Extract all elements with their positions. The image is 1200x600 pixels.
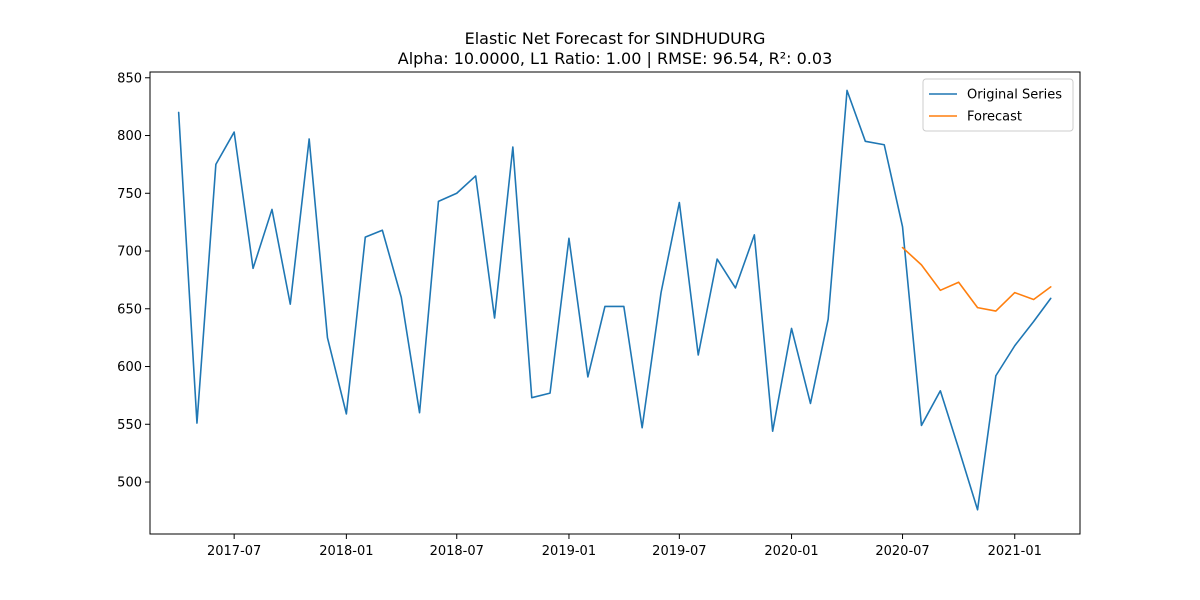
x-tick-label: 2020-07 <box>875 544 929 559</box>
x-tick-label: 2018-01 <box>319 544 373 559</box>
y-tick-label: 800 <box>117 129 142 144</box>
y-tick-label: 600 <box>117 360 142 375</box>
y-tick-label: 500 <box>117 476 142 491</box>
legend-box <box>922 78 1074 132</box>
y-tick-label: 850 <box>117 71 142 86</box>
legend-label: Forecast <box>967 110 1022 125</box>
x-tick-label: 2018-07 <box>430 544 484 559</box>
chart-subtitle: Alpha: 10.0000, L1 Ratio: 1.00 | RMSE: 9… <box>398 49 833 68</box>
x-tick-label: 2021-01 <box>988 544 1042 559</box>
x-tick-label: 2019-07 <box>652 544 706 559</box>
legend-label: Original Series <box>967 88 1062 103</box>
x-tick-label: 2019-01 <box>542 544 596 559</box>
y-tick-label: 550 <box>117 418 142 433</box>
x-tick-label: 2020-01 <box>764 544 818 559</box>
plot-frame <box>149 71 1081 535</box>
plot-series <box>177 89 1052 511</box>
x-tick-label: 2017-07 <box>207 544 261 559</box>
y-tick-label: 750 <box>117 187 142 202</box>
series-line-forecast <box>901 246 1052 312</box>
series-line-original <box>177 89 1052 511</box>
y-tick-label: 650 <box>117 302 142 317</box>
chart-title: Elastic Net Forecast for SINDHUDURG <box>465 29 766 48</box>
axis-ticks: 500 550 600 650 700 750 800 850 2017-07 2018-01 20… <box>117 71 1042 559</box>
legend: Original Series Forecast <box>922 78 1074 132</box>
y-tick-label: 700 <box>117 245 142 260</box>
